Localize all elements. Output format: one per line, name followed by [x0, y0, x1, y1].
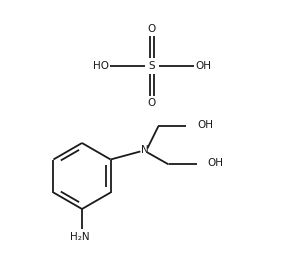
Text: N: N	[141, 145, 148, 155]
Text: HO: HO	[93, 61, 109, 71]
Text: O: O	[148, 24, 156, 34]
Text: O: O	[148, 98, 156, 108]
Text: S: S	[149, 61, 155, 71]
Text: H₂N: H₂N	[70, 232, 90, 242]
Text: OH: OH	[195, 61, 211, 71]
Text: OH: OH	[208, 158, 224, 168]
Text: OH: OH	[197, 120, 213, 130]
